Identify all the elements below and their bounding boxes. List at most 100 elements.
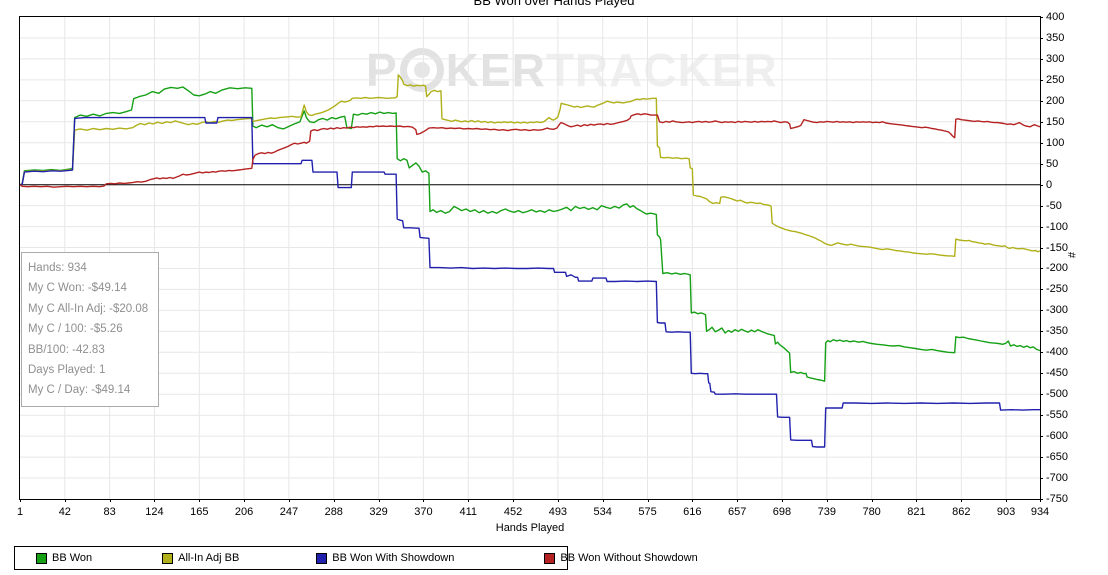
- y-tick-label: -500: [1046, 388, 1069, 401]
- x-tick-mark: [602, 499, 604, 502]
- y-tick-mark: [1040, 289, 1043, 291]
- y-tick-mark: [1040, 205, 1043, 207]
- x-tick-mark: [557, 499, 559, 502]
- x-tick-mark: [513, 499, 515, 502]
- x-tick-label: 206: [234, 506, 254, 518]
- chart-canvas: [20, 17, 1040, 499]
- y-tick-mark: [1040, 100, 1043, 102]
- stat-bb-per-100: BB/100: -42.83: [28, 343, 105, 356]
- legend-item-all-in-adj-bb: All-In Adj BB: [162, 552, 239, 564]
- x-tick-label: 83: [103, 506, 116, 518]
- y-tick-mark: [1040, 121, 1043, 123]
- x-tick-mark: [288, 499, 290, 502]
- watermark-text-tracker: TRACKER: [545, 44, 778, 96]
- x-tick-label: 165: [190, 506, 209, 518]
- x-tick-mark: [154, 499, 156, 502]
- x-tick-label: 411: [459, 506, 477, 518]
- x-tick-mark: [1006, 499, 1008, 502]
- y-tick-mark: [1040, 226, 1043, 228]
- x-tick-mark: [378, 499, 380, 502]
- x-tick-mark: [647, 499, 649, 502]
- chart-title: BB Won over Hands Played: [473, 0, 635, 8]
- x-tick-mark: [737, 499, 739, 502]
- y-tick-label: 0: [1046, 178, 1053, 191]
- x-tick-mark: [961, 499, 963, 502]
- y-tick-label: 350: [1046, 31, 1065, 44]
- y-tick-mark: [1040, 247, 1043, 249]
- y-tick-label: 50: [1046, 157, 1059, 170]
- x-tick-mark: [199, 499, 201, 502]
- x-tick-mark: [1040, 499, 1041, 502]
- poker-chip-icon: [399, 48, 444, 92]
- y-tick-label: -650: [1046, 451, 1069, 464]
- x-tick-label: 452: [503, 506, 523, 518]
- legend-swatch-bb-won: [36, 552, 47, 564]
- x-axis-title: Hands Played: [495, 522, 565, 534]
- y-tick-label: -750: [1046, 493, 1069, 505]
- y-tick-mark: [1040, 58, 1043, 60]
- x-tick-label: 862: [952, 506, 971, 518]
- x-tick-mark: [20, 499, 21, 502]
- watermark-text-poker-p: P: [366, 44, 398, 96]
- stat-my-c-per-day: My C / Day: -$49.14: [28, 384, 131, 397]
- y-tick-label: 400: [1046, 11, 1065, 23]
- x-tick-mark: [916, 499, 918, 502]
- y-tick-mark: [1040, 142, 1043, 144]
- y-tick-label: -450: [1046, 367, 1069, 380]
- x-tick-label: 370: [414, 506, 433, 518]
- y-tick-label: -100: [1046, 220, 1069, 233]
- legend-swatch-bb-won-with-showdown: [316, 552, 328, 564]
- x-tick-label: 534: [593, 506, 612, 518]
- y-tick-mark: [1040, 268, 1043, 270]
- y-tick-label: -550: [1046, 409, 1069, 422]
- pokertracker-watermark: P KERTRACKER: [366, 43, 778, 97]
- x-tick-label: 903: [996, 506, 1016, 518]
- y-tick-label: -200: [1046, 262, 1069, 275]
- stat-hands: Hands: 934: [28, 262, 87, 274]
- y-tick-mark: [1040, 499, 1043, 500]
- x-tick-label: 657: [727, 506, 747, 518]
- x-tick-label: 247: [279, 506, 299, 518]
- watermark-text-poker-ker: KER: [445, 44, 546, 96]
- y-tick-label: -400: [1046, 346, 1069, 359]
- x-tick-mark: [109, 499, 111, 502]
- y-tick-label: 300: [1046, 52, 1065, 65]
- x-tick-label: 575: [638, 506, 657, 518]
- y-tick-mark: [1040, 331, 1043, 333]
- legend-item-bb-won: BB Won: [36, 552, 92, 564]
- x-tick-mark: [64, 499, 66, 502]
- y-tick-mark: [1040, 184, 1043, 186]
- stat-my-c-won: My C Won: -$49.14: [28, 282, 127, 295]
- x-tick-label: 288: [324, 506, 343, 518]
- x-tick-label: 698: [772, 506, 792, 518]
- stat-my-c-per-100: My C / 100: -$5.26: [28, 323, 123, 336]
- x-tick-label: 1: [16, 506, 24, 518]
- x-tick-label: 493: [548, 506, 568, 518]
- y-tick-label: -150: [1046, 241, 1069, 254]
- x-tick-mark: [871, 499, 873, 502]
- x-tick-label: 739: [817, 506, 836, 518]
- y-tick-mark: [1040, 415, 1043, 417]
- legend-swatch-bb-won-without-showdown: [544, 552, 556, 564]
- legend-item-bb-won-with-showdown: BB Won With Showdown: [316, 552, 454, 564]
- legend-label-bb-won-without-showdown: BB Won Without Showdown: [560, 552, 698, 564]
- y-tick-label: -50: [1046, 199, 1062, 212]
- y-tick-mark: [1040, 394, 1043, 396]
- stat-days-played: Days Played: 1: [28, 364, 106, 377]
- stat-my-c-all-in-adj: My C All-In Adj: -$20.08: [28, 302, 149, 315]
- y-tick-label: -350: [1046, 325, 1069, 338]
- y-tick-mark: [1040, 478, 1043, 480]
- x-tick-mark: [692, 499, 694, 502]
- y-tick-label: -600: [1046, 430, 1069, 443]
- x-tick-label: 329: [369, 506, 388, 518]
- y-tick-mark: [1040, 436, 1043, 438]
- y-tick-label: -250: [1046, 283, 1069, 296]
- y-tick-mark: [1040, 79, 1043, 81]
- y-tick-label: 200: [1046, 94, 1065, 107]
- y-tick-mark: [1040, 163, 1043, 165]
- y-tick-label: 150: [1046, 115, 1065, 128]
- x-tick-label: 124: [145, 506, 164, 518]
- y-tick-label: 250: [1046, 73, 1065, 86]
- x-tick-mark: [468, 499, 470, 502]
